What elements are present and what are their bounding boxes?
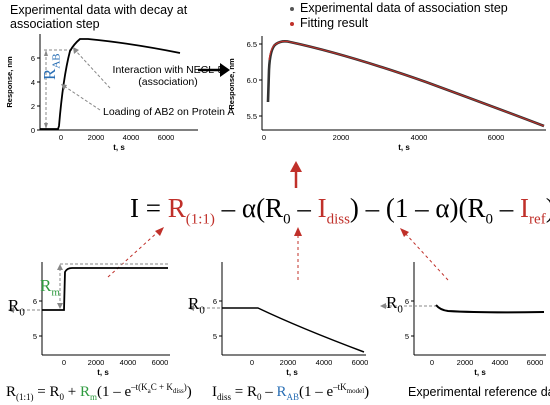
x-tick: 6000	[488, 133, 505, 142]
dissociation-model-curve	[222, 307, 365, 353]
y-tick: 4	[31, 78, 35, 87]
reference-data-curve	[435, 304, 545, 314]
x-tick: 2000	[88, 358, 105, 367]
x-tick: 2000	[457, 358, 474, 367]
association-model-curve	[42, 267, 168, 311]
experimental-decay-curve	[40, 38, 181, 130]
top-left-title: Experimental data with decay at associat…	[10, 3, 188, 31]
x-tick: 4000	[316, 358, 333, 367]
x-tick: 4000	[411, 133, 428, 142]
y-tick: 6	[405, 297, 409, 306]
x-tick: 6000	[352, 358, 369, 367]
legend-item-fit: Fitting result	[290, 16, 508, 31]
bottom-middle-chart: 5 6 0 2000 4000 6000 t, s	[188, 262, 369, 377]
x-tick: 6000	[158, 133, 175, 142]
y-tick: 2	[31, 102, 35, 111]
bottom-right-chart: 5 6 0 2000 4000 6000 t, s	[380, 262, 546, 377]
x-tick: 6000	[527, 358, 544, 367]
x-tick: 0	[62, 358, 66, 367]
x-axis-label: t, s	[113, 143, 125, 152]
x-axis-label: t, s	[474, 368, 486, 377]
y-tick: 6	[213, 297, 217, 306]
y-axis-label: Response, nm	[227, 58, 236, 110]
x-tick: 2000	[88, 133, 105, 142]
dashed-arrows	[107, 227, 449, 281]
reference-caption: Experimental reference data	[408, 385, 550, 399]
y-axis-label: Response, nm	[5, 56, 14, 108]
x-tick: 0	[59, 133, 63, 142]
bottom-left-chart: 5 6 0 2000 4000 6000 t, s	[8, 262, 170, 377]
r11-equation: R(1:1) = R0 + Rm(1 – e–t(KaC + Kdiss))	[6, 382, 192, 402]
main-equation: I = R(1:1) – α(R0 – Idiss) – (1 – α)(R0 …	[130, 193, 550, 228]
x-axis-label: t, s	[97, 368, 109, 377]
x-axis-label: t, s	[398, 143, 410, 152]
fitting-result-curve	[268, 40, 545, 127]
x-axis-label: t, s	[286, 368, 298, 377]
y-tick: 6	[31, 54, 35, 63]
y-tick: 5	[33, 332, 37, 341]
x-tick: 4000	[492, 358, 509, 367]
right-arrow-icon	[198, 63, 230, 77]
x-tick: 0	[262, 133, 266, 142]
rab-label: RAB	[40, 53, 63, 80]
legend-item-experimental: Experimental data of association step	[290, 1, 508, 16]
y-tick: 5.5	[247, 112, 257, 121]
y-tick: 6	[33, 297, 37, 306]
x-tick: 2000	[280, 358, 297, 367]
top-left-chart: 0 2 4 6 0 2000 4000 6000 t, s Response, …	[5, 34, 198, 152]
r0-label-right: R0	[386, 293, 403, 316]
y-tick: 6.5	[247, 40, 257, 49]
up-arrow-icon	[290, 161, 302, 188]
y-tick: 0	[31, 126, 35, 135]
y-tick: 6.0	[247, 76, 257, 85]
y-tick: 5	[213, 332, 217, 341]
x-tick: 6000	[152, 358, 169, 367]
r0-label-middle: R0	[188, 294, 205, 317]
annotation-loading: Loading of AB2 on Protein A	[103, 106, 235, 118]
experimental-association-curve	[266, 40, 545, 128]
legend: Experimental data of association step Fi…	[290, 1, 508, 31]
rm-label: Rm	[40, 276, 60, 299]
idiss-equation: Idiss = R0 – RAB(1 – e–tKmodel)	[212, 382, 370, 402]
x-tick: 0	[430, 358, 434, 367]
annotation-interaction: Interaction with NECL-5 (association)	[112, 64, 224, 88]
y-tick: 5	[405, 332, 409, 341]
top-right-chart: 5.5 6.0 6.5 0 2000 4000 6000 t, s Respon…	[227, 36, 546, 152]
x-tick: 0	[250, 358, 254, 367]
r0-label-left: R0	[8, 296, 25, 319]
x-tick: 2000	[333, 133, 350, 142]
x-tick: 4000	[120, 358, 137, 367]
x-tick: 4000	[123, 133, 140, 142]
